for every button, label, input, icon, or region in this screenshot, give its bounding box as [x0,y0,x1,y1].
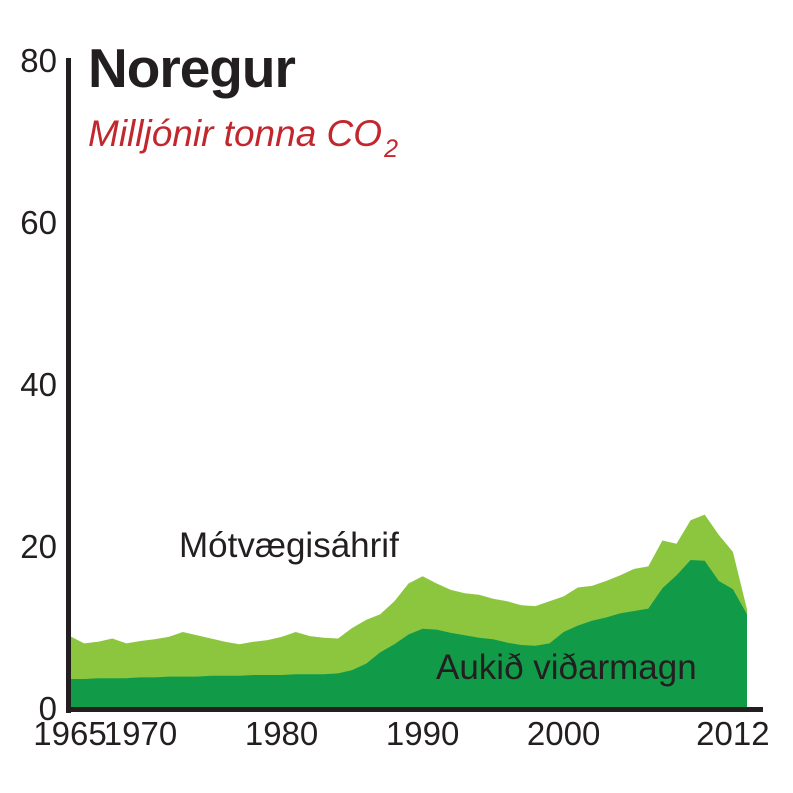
y-tick-label-40: 40 [20,366,57,403]
chart-subtitle: Milljónir tonna CO2 [88,113,398,163]
y-tick-label-60: 60 [20,204,57,241]
x-axis-line [66,707,763,712]
x-tick-label-1990: 1990 [385,715,460,752]
motvaegisahrif-series-label: Mótvægisáhrif [179,526,399,565]
subtitle-subscript: 2 [384,135,398,163]
x-tick-label-2012: 2012 [696,715,770,752]
x-tick-label-1970: 1970 [103,715,178,752]
subtitle-text: Milljónir tonna CO [88,113,383,154]
y-axis-line [66,58,71,713]
y-tick-label-20: 20 [20,528,57,565]
y-tick-label-0: 0 [38,690,57,727]
aukid-vidarmagn-area [70,560,747,709]
x-tick-label-1980: 1980 [244,715,319,752]
aukid-vidarmagn-series-label: Aukið viðarmagn [436,648,697,687]
x-tick-label-1965: 1965 [33,715,107,752]
page-title: Noregur [88,37,296,99]
x-tick-label-2000: 2000 [526,715,601,752]
y-tick-label-80: 80 [20,42,57,79]
